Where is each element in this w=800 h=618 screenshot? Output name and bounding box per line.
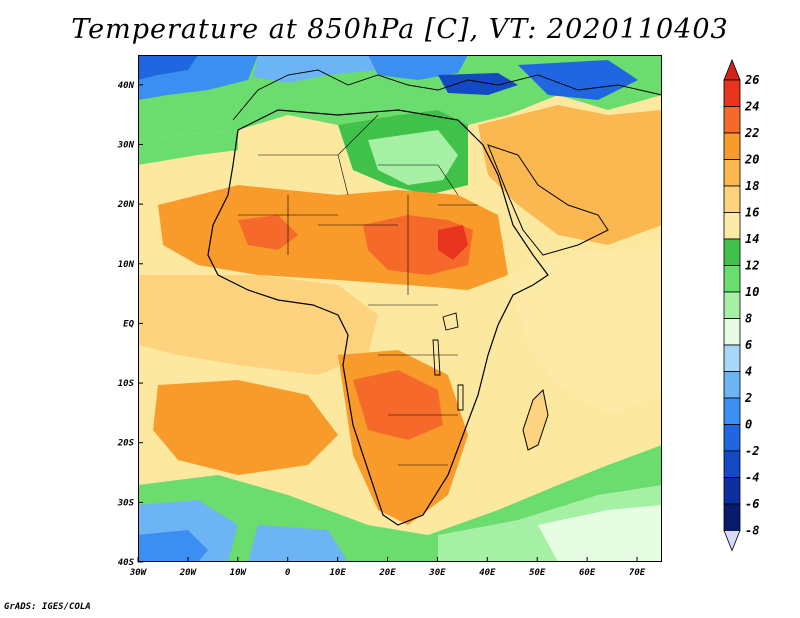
colorbar-label: -2 <box>745 444 759 458</box>
temp-region-caspian <box>518 60 638 100</box>
lat-tick-label: 10S <box>118 379 135 389</box>
colorbar-segment <box>723 132 741 160</box>
lon-tick-label: 30E <box>428 568 446 578</box>
colorbar-label: 6 <box>745 338 752 352</box>
colorbar-label: 26 <box>744 73 759 87</box>
colorbar-segment <box>723 450 741 478</box>
colorbar-label: 8 <box>745 312 752 326</box>
lat-tick-label: 40N <box>118 81 135 91</box>
lake-malawi <box>457 384 464 411</box>
colorbar-label: -6 <box>745 497 759 511</box>
colorbar-segment <box>723 185 741 213</box>
colorbar-label: 22 <box>744 126 759 140</box>
colorbar-label: 4 <box>745 365 752 379</box>
temperature-map <box>138 55 662 562</box>
temp-region-north-blue <box>138 55 198 80</box>
map-title: Temperature at 850hPa [C], VT: 202011040… <box>71 14 729 45</box>
colorbar-segment <box>723 238 741 266</box>
colorbar-label: 10 <box>745 285 759 299</box>
temp-region-gulf-guinea <box>138 275 378 375</box>
colorbar-label: -8 <box>745 524 759 538</box>
temp-region-angola-hottest <box>353 370 443 440</box>
colorbar-top-arrow <box>723 58 741 81</box>
lat-tick-label: 30N <box>117 140 135 150</box>
lon-tick-label: 70E <box>629 568 646 578</box>
colorbar-segment <box>723 424 741 452</box>
colorbar-segment <box>723 344 741 372</box>
colorbar-segment <box>723 397 741 425</box>
temp-region-south-pale <box>538 505 662 562</box>
lon-tick-label: 20E <box>378 568 396 578</box>
temp-region-south-deep-blue <box>138 530 208 562</box>
lon-tick-label: 40E <box>479 568 496 578</box>
colorbar-label: 24 <box>744 100 759 114</box>
europe-outline <box>232 69 662 121</box>
colorbar-label: 18 <box>745 179 759 193</box>
africa-coastline <box>207 109 549 526</box>
lat-tick-label: 20N <box>117 200 135 210</box>
lon-tick-label: 50E <box>529 568 546 578</box>
colorbar-label: 20 <box>744 153 759 167</box>
colorbar-label: 12 <box>745 259 759 273</box>
temp-region-libya-light <box>368 130 458 185</box>
temp-region-arabia <box>478 105 662 245</box>
lon-tick-label: 20W <box>179 568 198 578</box>
colorbar-segment <box>723 106 741 134</box>
colorbar-label: 0 <box>745 418 752 432</box>
colorbar-label: 2 <box>744 391 752 405</box>
map-border <box>138 55 662 562</box>
colorbar-label: -4 <box>745 471 759 485</box>
lon-tick-label: 0 <box>285 568 291 578</box>
lat-tick-label: 20S <box>117 439 135 449</box>
lon-tick-label: 30W <box>129 568 148 578</box>
colorbar-segment <box>723 79 741 107</box>
colorbar-segment <box>723 265 741 293</box>
lat-tick-label: 40S <box>118 558 135 568</box>
country-borders <box>238 114 478 466</box>
madagascar-outline <box>522 388 549 451</box>
colorbar-bottom-arrow <box>723 530 741 552</box>
colorbar-segment <box>723 371 741 399</box>
colorbar-segment <box>723 159 741 187</box>
temp-region-south-mid-blue <box>248 525 348 562</box>
lat-tick-label: 30S <box>117 498 135 508</box>
colorbar-segment <box>723 291 741 319</box>
colorbar-label: 16 <box>745 206 759 220</box>
lake-tanganyika <box>432 339 441 376</box>
lon-tick-label: 60E <box>579 568 596 578</box>
colorbar-segment <box>723 212 741 240</box>
lon-tick-label: 10W <box>230 568 248 578</box>
lat-tick-label: EQ <box>123 319 134 329</box>
arabia-outline <box>487 144 609 256</box>
colorbar-segment <box>723 318 741 346</box>
grads-credit: GrADS: IGES/COLA <box>4 602 91 612</box>
colorbar-label: 14 <box>745 232 759 246</box>
temp-region-sudan-peak <box>438 225 468 260</box>
lat-tick-label: 10N <box>118 260 135 270</box>
temp-region-indian-ocean <box>508 245 662 415</box>
temp-region-south-atlantic-warm <box>153 380 338 475</box>
temp-region-west-africa-hot <box>238 215 298 250</box>
temp-region-atlantic-green <box>138 130 238 165</box>
lon-tick-label: 10E <box>329 568 346 578</box>
temp-region-turkey <box>438 73 518 95</box>
colorbar-segment <box>723 503 741 531</box>
temp-region-europe-blue <box>368 55 468 80</box>
lake-victoria <box>442 312 459 331</box>
colorbar-segment <box>723 477 741 505</box>
